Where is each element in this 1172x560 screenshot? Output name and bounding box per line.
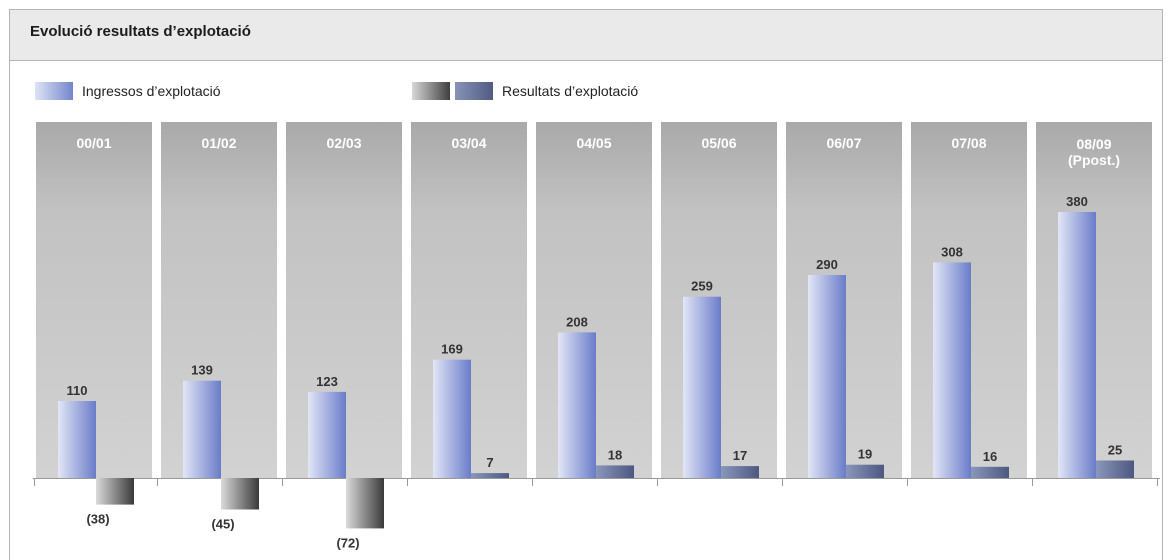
bar-ingressos	[933, 262, 971, 478]
category-label: 06/07	[826, 135, 861, 151]
legend-label-ingressos: Ingressos d’explotació	[82, 83, 221, 99]
bar-resultats	[346, 478, 384, 529]
category-label: 03/04	[451, 135, 486, 151]
bar-ingressos	[183, 380, 221, 478]
legend-swatch-resultats-positive	[455, 82, 493, 100]
chart-title: Evolució resultats d’explotació	[30, 23, 251, 40]
bar-resultats	[221, 478, 259, 510]
bar-ingressos	[683, 296, 721, 478]
bar-ingressos	[433, 359, 471, 478]
bar-resultats	[721, 466, 759, 478]
value-label-resultats: 16	[983, 449, 997, 464]
value-label-resultats: 17	[733, 448, 747, 463]
value-label-ingressos: 259	[691, 279, 713, 294]
value-label-ingressos: 380	[1066, 194, 1088, 209]
bar-resultats	[971, 466, 1009, 478]
legend-swatch-resultats-negative	[412, 82, 450, 100]
bar-resultats	[96, 478, 134, 505]
bar-ingressos	[808, 275, 846, 478]
value-label-ingressos: 110	[67, 383, 88, 398]
bar-ingressos	[308, 391, 346, 478]
category-label: 08/09	[1076, 136, 1111, 152]
legend-item-ingressos: Ingressos d’explotació	[35, 82, 221, 100]
bar-ingressos	[558, 332, 596, 478]
category-label: 04/05	[576, 135, 611, 151]
value-label-resultats: 19	[858, 447, 872, 462]
category-label: (Ppost.)	[1068, 152, 1120, 168]
value-label-ingressos: 139	[191, 363, 213, 378]
value-label-resultats: 7	[486, 455, 493, 470]
value-label-ingressos: 169	[441, 342, 463, 357]
category-label: 01/02	[201, 135, 236, 151]
bar-resultats	[596, 465, 634, 478]
legend-swatch-ingressos	[35, 82, 73, 100]
bars	[58, 212, 1134, 529]
category-label: 02/03	[326, 135, 361, 151]
value-label-resultats: (45)	[211, 517, 234, 532]
value-label-resultats: (38)	[86, 512, 109, 527]
value-labels: 110 (38) 139 (45) 123 (72) 169 7 208 18 259 17 290 19…	[67, 194, 1123, 550]
bar-ingressos	[58, 401, 96, 478]
bar-resultats	[1096, 460, 1134, 478]
category-label: 07/08	[951, 135, 986, 151]
value-label-resultats: 25	[1108, 443, 1122, 458]
bar-resultats	[846, 464, 884, 478]
title-bar: Evolució resultats d’explotació	[10, 10, 1162, 61]
value-label-ingressos: 290	[816, 257, 838, 272]
legend-item-resultats: Resultats d’explotació	[412, 82, 638, 100]
category-label: 00/01	[76, 135, 111, 151]
value-label-ingressos: 123	[316, 374, 338, 389]
value-label-resultats: 18	[608, 447, 622, 462]
legend-label-resultats: Resultats d’explotació	[502, 83, 639, 99]
value-label-ingressos: 308	[941, 244, 963, 259]
value-label-resultats: (72)	[336, 535, 359, 550]
value-label-ingressos: 208	[566, 314, 588, 329]
x-axis	[33, 478, 1160, 486]
bar-resultats	[471, 473, 509, 478]
category-label: 05/06	[701, 135, 736, 151]
bar-ingressos	[1058, 212, 1096, 478]
